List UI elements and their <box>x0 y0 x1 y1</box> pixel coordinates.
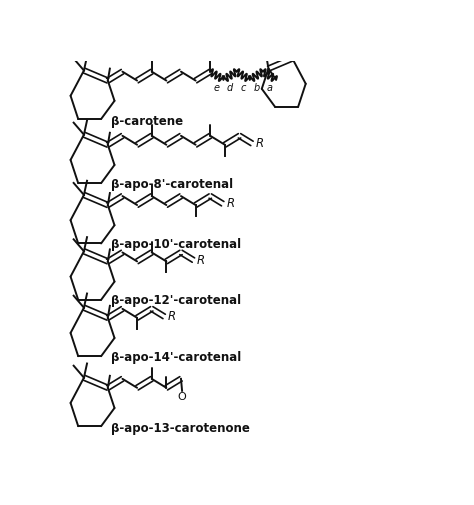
Text: b: b <box>253 83 259 93</box>
Text: β-apo-10'-carotenal: β-apo-10'-carotenal <box>110 238 241 251</box>
Text: β-apo-12'-carotenal: β-apo-12'-carotenal <box>110 294 241 308</box>
Text: R: R <box>227 197 235 210</box>
Text: β-carotene: β-carotene <box>110 115 183 128</box>
Text: β-apo-13-carotenone: β-apo-13-carotenone <box>110 422 249 435</box>
Text: e: e <box>214 83 220 93</box>
Text: a: a <box>266 83 273 93</box>
Text: β-apo-8'-carotenal: β-apo-8'-carotenal <box>110 178 233 191</box>
Text: β-apo-14'-carotenal: β-apo-14'-carotenal <box>110 350 241 364</box>
Text: c: c <box>240 83 246 93</box>
Text: O: O <box>178 392 186 402</box>
Text: R: R <box>197 254 205 267</box>
Text: d: d <box>227 83 233 93</box>
Text: R: R <box>255 137 264 150</box>
Text: R: R <box>168 310 176 323</box>
